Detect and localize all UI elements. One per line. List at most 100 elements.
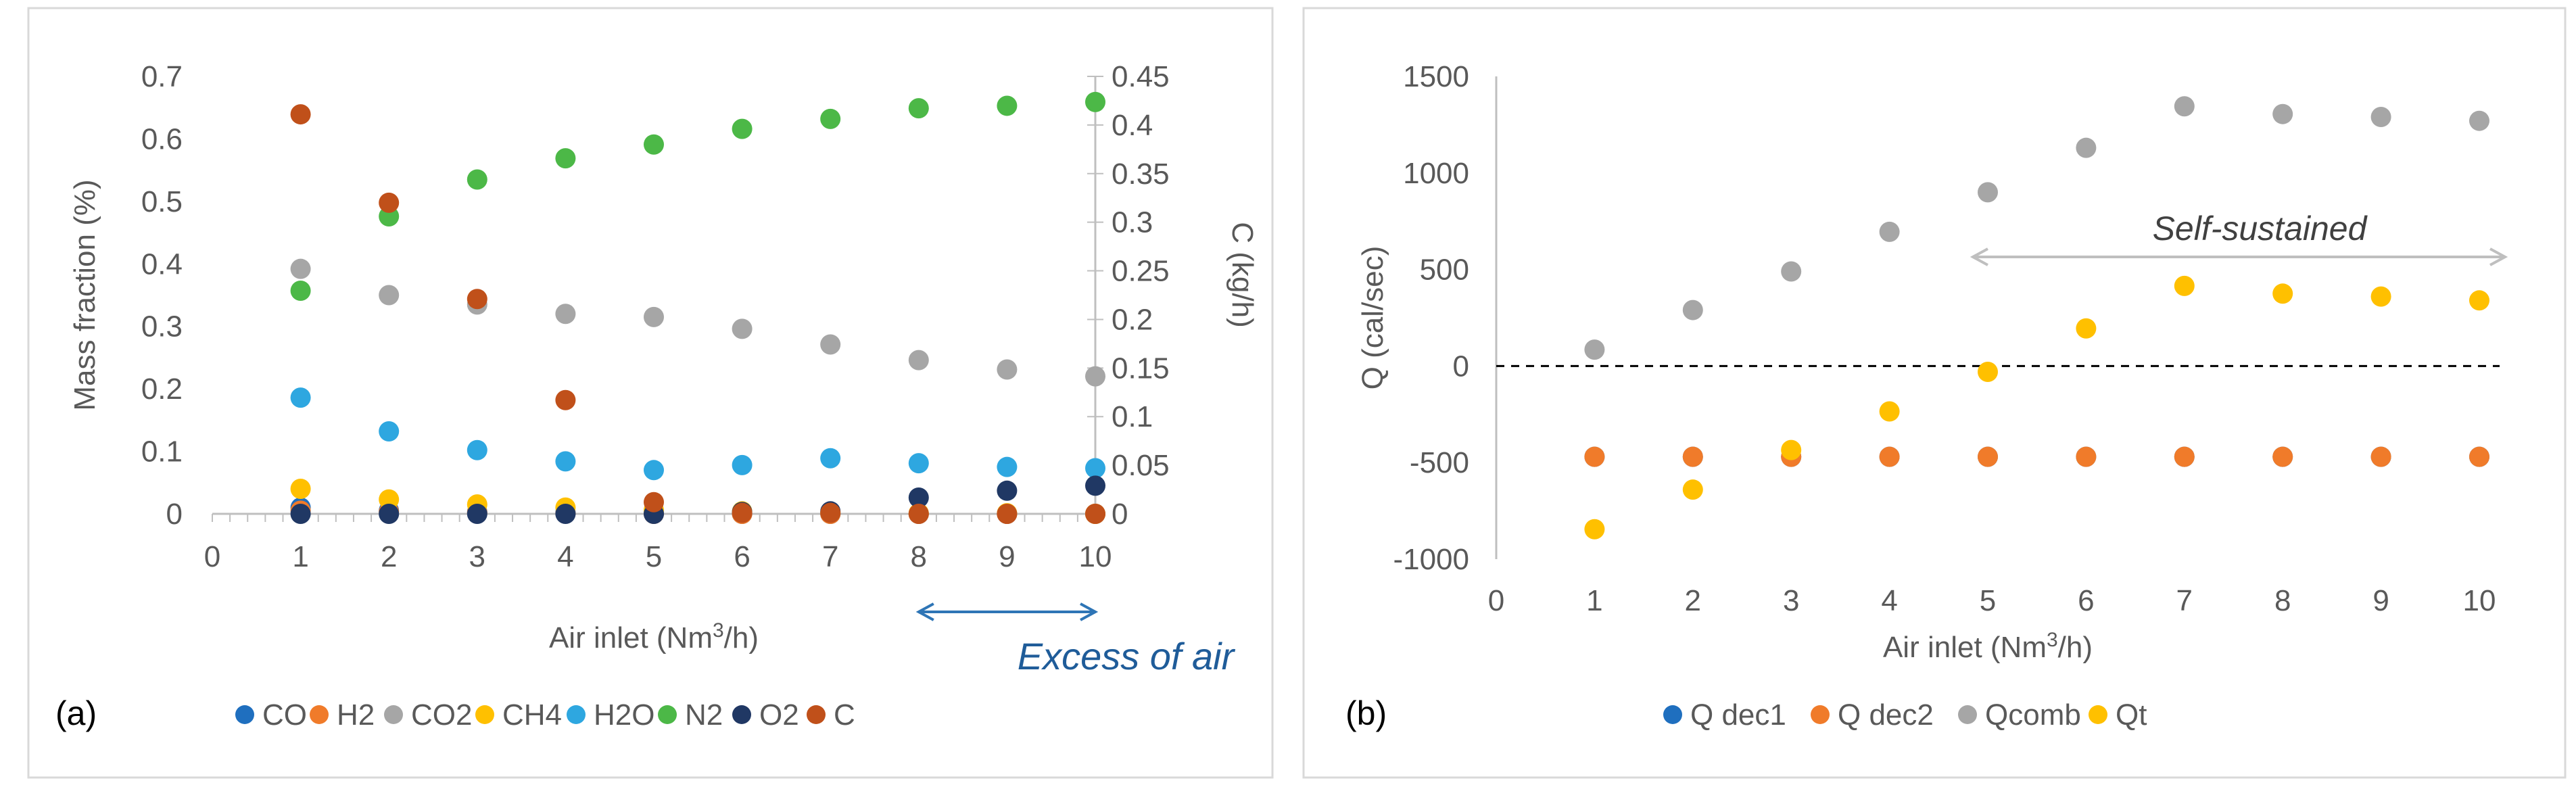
b-point-qcomb — [2272, 103, 2293, 124]
a-x-tick-label: 4 — [557, 540, 573, 573]
a-x-tick-label: 9 — [999, 540, 1015, 573]
a-legend-label: C — [834, 698, 855, 732]
a-x-tick-label: 1 — [292, 540, 308, 573]
a-x-tick-label: 7 — [822, 540, 838, 573]
b-x-tick-label: 8 — [2274, 584, 2291, 617]
a-point-o2 — [290, 504, 311, 524]
b-x-tick-label: 4 — [1881, 584, 1897, 617]
a-point-c — [555, 389, 576, 410]
a-point-co2 — [908, 350, 929, 371]
a-point-c — [820, 502, 841, 523]
a-y2-tick-label: 0.1 — [1112, 400, 1153, 433]
a-x-tick-label: 8 — [911, 540, 927, 573]
a-legend-marker-co2 — [384, 705, 403, 724]
b-y-axis-title: Q (cal/sec) — [1356, 246, 1389, 390]
a-legend-label: O2 — [759, 698, 799, 732]
a-y2-axis-title: C (kg/h) — [1226, 222, 1259, 327]
a-point-o2 — [1085, 475, 1105, 496]
b-self-sustained-arrow-head-left — [1970, 247, 1988, 266]
a-point-co2 — [644, 306, 664, 327]
b-point-qcomb — [2076, 137, 2097, 158]
panel-b-frame — [1302, 7, 2567, 779]
a-legend-label: H2O — [594, 698, 654, 732]
a-y2-tick-label: 0 — [1112, 498, 1128, 531]
a-point-c — [644, 492, 664, 512]
a-point-h2o — [908, 453, 929, 474]
a-point-co2 — [379, 285, 400, 306]
a-point-co2 — [555, 304, 576, 325]
a-y-tick-label: 0.6 — [141, 122, 183, 156]
a-point-h2o — [379, 421, 400, 441]
b-legend-label: Q dec2 — [1838, 698, 1934, 732]
b-x-tick-label: 5 — [1980, 584, 1996, 617]
a-point-n2 — [732, 118, 753, 139]
b-point-q-dec2 — [1682, 446, 1703, 467]
a-point-n2 — [290, 281, 311, 302]
a-legend-label: CO — [262, 698, 307, 732]
a-legend-marker-c — [807, 705, 826, 724]
a-point-n2 — [820, 108, 841, 129]
a-point-h2o — [1085, 458, 1105, 479]
a-point-h2o — [555, 451, 576, 472]
b-legend-marker-q-dec1 — [1663, 705, 1682, 724]
b-point-qt — [1879, 401, 1900, 422]
a-point-h2o — [467, 439, 487, 460]
b-y-tick-label: -1000 — [1393, 543, 1469, 576]
a-point-co2 — [290, 258, 311, 279]
a-point-o2 — [555, 504, 576, 524]
a-legend-marker-n2 — [658, 705, 677, 724]
b-y-tick-label: 1500 — [1403, 60, 1469, 93]
a-legend-marker-h2 — [310, 705, 329, 724]
a-y2-tick-label: 0.25 — [1112, 255, 1170, 288]
b-legend-marker-q-dec2 — [1811, 705, 1830, 724]
b-point-qt — [1584, 519, 1605, 540]
b-point-q-dec2 — [2469, 446, 2489, 467]
b-point-q-dec2 — [1879, 446, 1900, 467]
b-y-tick-label: -500 — [1410, 446, 1469, 479]
a-y-axis-title: Mass fraction (%) — [68, 179, 101, 410]
b-legend-label: Qcomb — [1985, 698, 2081, 732]
b-point-qcomb — [2370, 106, 2391, 127]
a-point-o2 — [379, 504, 400, 524]
a-point-h2o — [997, 456, 1018, 477]
b-point-qt — [1781, 439, 1802, 460]
a-point-co2 — [732, 318, 753, 339]
b-point-qcomb — [1781, 261, 1802, 282]
a-point-c — [1085, 504, 1105, 524]
a-y-tick-label: 0.7 — [141, 60, 183, 93]
a-point-c — [379, 192, 400, 213]
b-point-qt — [2174, 275, 2195, 296]
a-point-h2o — [820, 448, 841, 469]
b-legend-marker-qcomb — [1958, 705, 1977, 724]
a-point-c — [997, 504, 1018, 524]
b-point-qcomb — [1879, 221, 1900, 242]
a-point-h2o — [732, 454, 753, 475]
b-y-tick-label: 0 — [1453, 350, 1469, 383]
a-excess-arrow-head-left — [915, 602, 934, 621]
b-point-qcomb — [2469, 110, 2489, 131]
a-panel-label: (a) — [55, 694, 97, 732]
a-legend-label: CO2 — [411, 698, 472, 732]
a-y-tick-label: 0.3 — [141, 310, 183, 343]
a-y2-tick-label: 0.2 — [1112, 303, 1153, 336]
a-x-tick-label: 10 — [1079, 540, 1112, 573]
a-x-axis-title: Air inlet (Nm3/h) — [549, 619, 759, 654]
a-legend-marker-h2o — [567, 705, 586, 724]
a-legend-label: H2 — [337, 698, 375, 732]
b-annotation: Self-sustained — [2153, 210, 2368, 247]
a-point-n2 — [908, 98, 929, 119]
b-point-q-dec2 — [2174, 446, 2195, 467]
b-legend-marker-qt — [2089, 705, 2107, 724]
a-legend-marker-ch4 — [475, 705, 494, 724]
b-x-tick-label: 1 — [1586, 584, 1602, 617]
a-y2-tick-label: 0.4 — [1112, 109, 1153, 142]
a-y2-tick-label: 0.35 — [1112, 158, 1170, 191]
a-point-c — [467, 289, 487, 310]
b-legend-label: Qt — [2116, 698, 2147, 732]
b-point-qt — [1978, 361, 1998, 382]
a-point-co2 — [820, 334, 841, 355]
b-point-qt — [2272, 283, 2293, 304]
b-point-qcomb — [1682, 300, 1703, 320]
